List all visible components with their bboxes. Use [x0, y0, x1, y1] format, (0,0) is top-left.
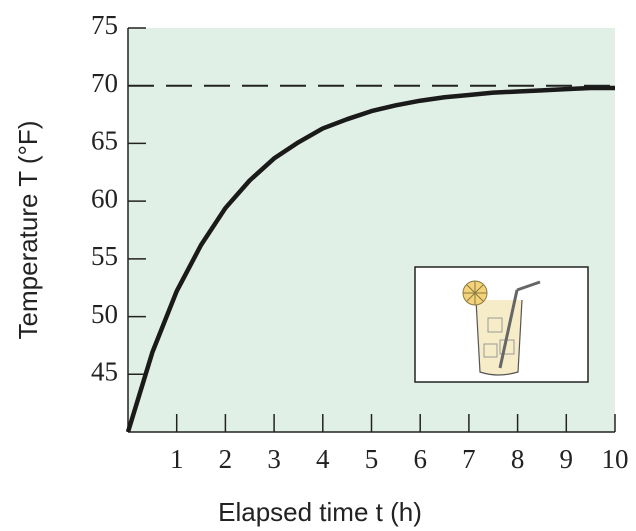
curve — [125, 85, 615, 433]
x-tick-label: 2 — [219, 444, 233, 474]
y-tick-label: 70 — [91, 68, 118, 98]
y-tick-label: 65 — [91, 126, 118, 156]
y-tick-label: 60 — [91, 183, 118, 213]
inset-illustration — [414, 266, 589, 383]
x-tick-label: 1 — [170, 444, 184, 474]
y-tick-label: 50 — [91, 299, 118, 329]
x-tick-label: 9 — [560, 444, 574, 474]
x-tick-label: 3 — [267, 444, 281, 474]
y-axis-label: Temperature T (°F) — [13, 121, 43, 340]
y-tick-label: 75 — [91, 10, 118, 40]
y-tick-label: 55 — [91, 241, 118, 271]
x-tick-label: 6 — [413, 444, 427, 474]
x-tick-label: 4 — [316, 444, 330, 474]
x-tick-label: 7 — [462, 444, 476, 474]
x-tick-label: 10 — [602, 444, 629, 474]
x-axis-label: Elapsed time t (h) — [218, 497, 422, 527]
x-tick-label: 8 — [511, 444, 525, 474]
x-tick-label: 5 — [365, 444, 379, 474]
y-tick-label: 45 — [91, 356, 118, 386]
